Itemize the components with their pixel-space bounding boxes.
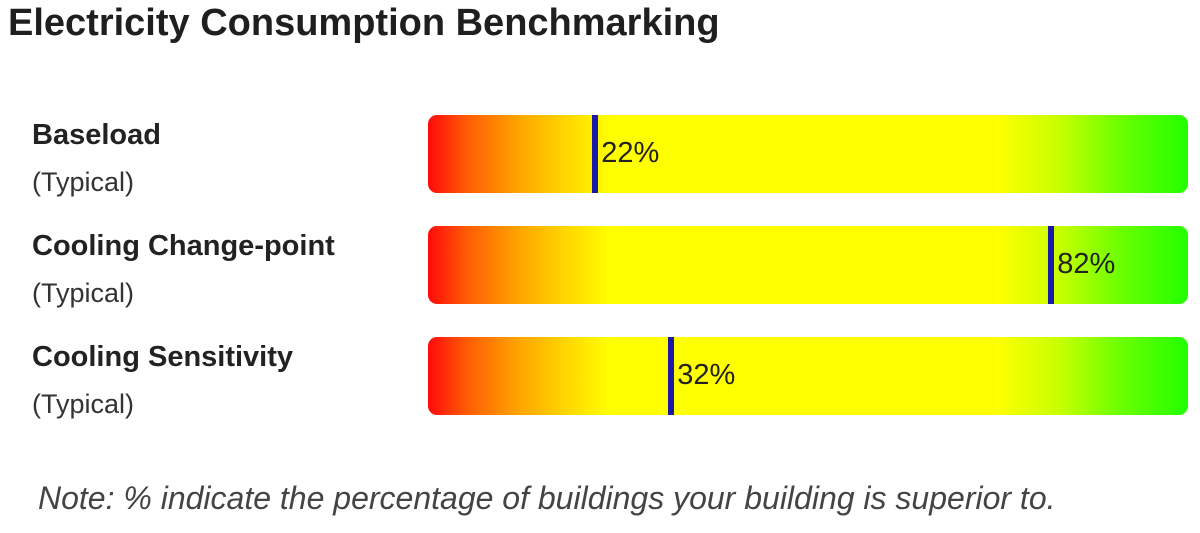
benchmark-row-cooling-change-point: Cooling Change-point (Typical) 82% (0, 226, 1200, 326)
gradient-bar: 82% (428, 226, 1188, 304)
percentile-marker (592, 115, 599, 193)
row-label: Baseload (32, 119, 161, 151)
percentile-marker (1048, 226, 1055, 304)
page-title: Electricity Consumption Benchmarking (8, 2, 720, 44)
gradient-bar: 32% (428, 337, 1188, 415)
percentile-marker (668, 337, 675, 415)
value-label: 32% (677, 359, 736, 391)
benchmark-row-cooling-sensitivity: Cooling Sensitivity (Typical) 32% (0, 337, 1200, 437)
row-sublabel: (Typical) (32, 167, 135, 197)
row-sublabel: (Typical) (32, 389, 135, 419)
row-label: Cooling Sensitivity (32, 341, 294, 373)
row-sublabel: (Typical) (32, 278, 135, 308)
gradient-bar: 22% (428, 115, 1188, 193)
row-label: Cooling Change-point (32, 230, 335, 262)
footnote: Note: % indicate the percentage of build… (38, 480, 1056, 516)
benchmark-row-baseload: Baseload (Typical) 22% (0, 115, 1200, 215)
value-label: 22% (601, 137, 660, 169)
value-label: 82% (1057, 248, 1116, 280)
